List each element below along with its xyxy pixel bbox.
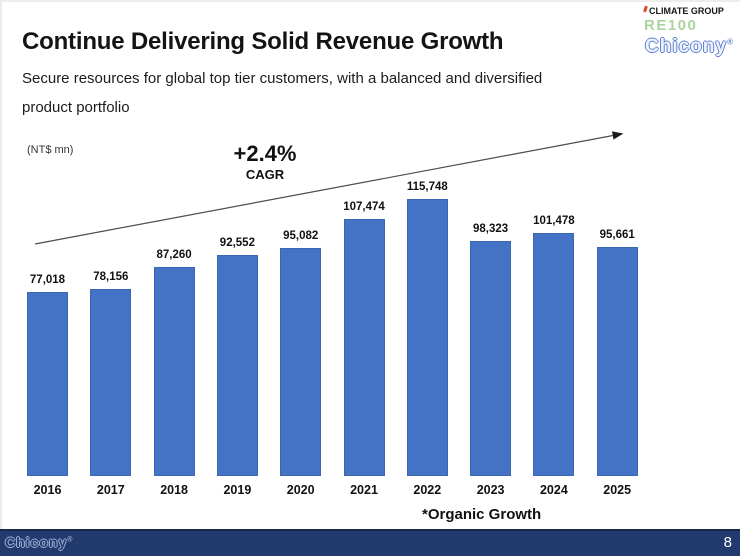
- bar-2022: [406, 199, 448, 476]
- bar-2018: [153, 267, 195, 476]
- bar-year-2023: 2023: [476, 483, 505, 497]
- slide-title: Continue Delivering Solid Revenue Growth: [22, 28, 504, 55]
- bar-value-2024: 101,478: [533, 215, 575, 227]
- slide-subtitle: Secure resources for global top tier cus…: [22, 64, 642, 122]
- bar-value-2021: 107,474: [343, 201, 385, 213]
- bar-year-2019: 2019: [223, 483, 252, 497]
- bar-2023: [470, 241, 512, 476]
- chicony-logo: Chicony®: [645, 36, 740, 58]
- subtitle-line-2: product portfolio: [22, 99, 130, 116]
- bar-2021: [343, 219, 385, 476]
- bar-value-2018: 87,260: [156, 249, 192, 261]
- page-number: 8: [723, 534, 732, 551]
- bar-year-2022: 2022: [413, 483, 442, 497]
- bar-year-2024: 2024: [539, 483, 568, 497]
- header-logos: CLIMATE GROUP RE100 Chicony®: [643, 5, 740, 58]
- organic-growth-footnote: *Organic Growth: [422, 506, 542, 523]
- footer-bar: Chicony® 8: [0, 529, 740, 556]
- bar-value-2016: 77,018: [29, 274, 66, 286]
- bar-value-2025: 95,661: [599, 229, 635, 241]
- bar-value-2017: 78,156: [93, 271, 129, 283]
- bar-2020: [280, 248, 322, 476]
- footer-chicony-text: Chicony: [5, 534, 68, 550]
- bar-2019: [216, 255, 258, 476]
- climate-group-text: CLIMATE GROUP: [649, 6, 724, 16]
- re100-logo: RE100: [644, 17, 698, 34]
- bar-year-2021: 2021: [350, 483, 378, 497]
- registered-mark: ®: [726, 37, 734, 47]
- bar-year-2016: 2016: [33, 483, 62, 497]
- bar-year-2018: 2018: [160, 483, 188, 497]
- bar-2017: [90, 289, 132, 476]
- bar-value-2020: 95,082: [283, 230, 319, 242]
- bar-year-2017: 2017: [96, 483, 125, 497]
- footer-chicony-logo: Chicony®: [5, 534, 73, 550]
- bar-year-2020: 2020: [286, 483, 315, 497]
- bar-2024: [533, 233, 575, 476]
- bar-value-2019: 92,552: [219, 237, 255, 249]
- footer-registered-mark: ®: [67, 536, 74, 544]
- bar-2025: [596, 247, 638, 476]
- chicony-logo-text: Chicony: [645, 36, 727, 57]
- bar-value-2023: 98,323: [473, 223, 509, 235]
- bar-value-2022: 115,748: [406, 181, 448, 193]
- subtitle-line-1: Secure resources for global top tier cus…: [22, 70, 543, 87]
- bar-2016: [27, 292, 68, 476]
- bar-year-2025: 2025: [603, 483, 632, 497]
- climate-group-logo: CLIMATE GROUP: [643, 5, 740, 16]
